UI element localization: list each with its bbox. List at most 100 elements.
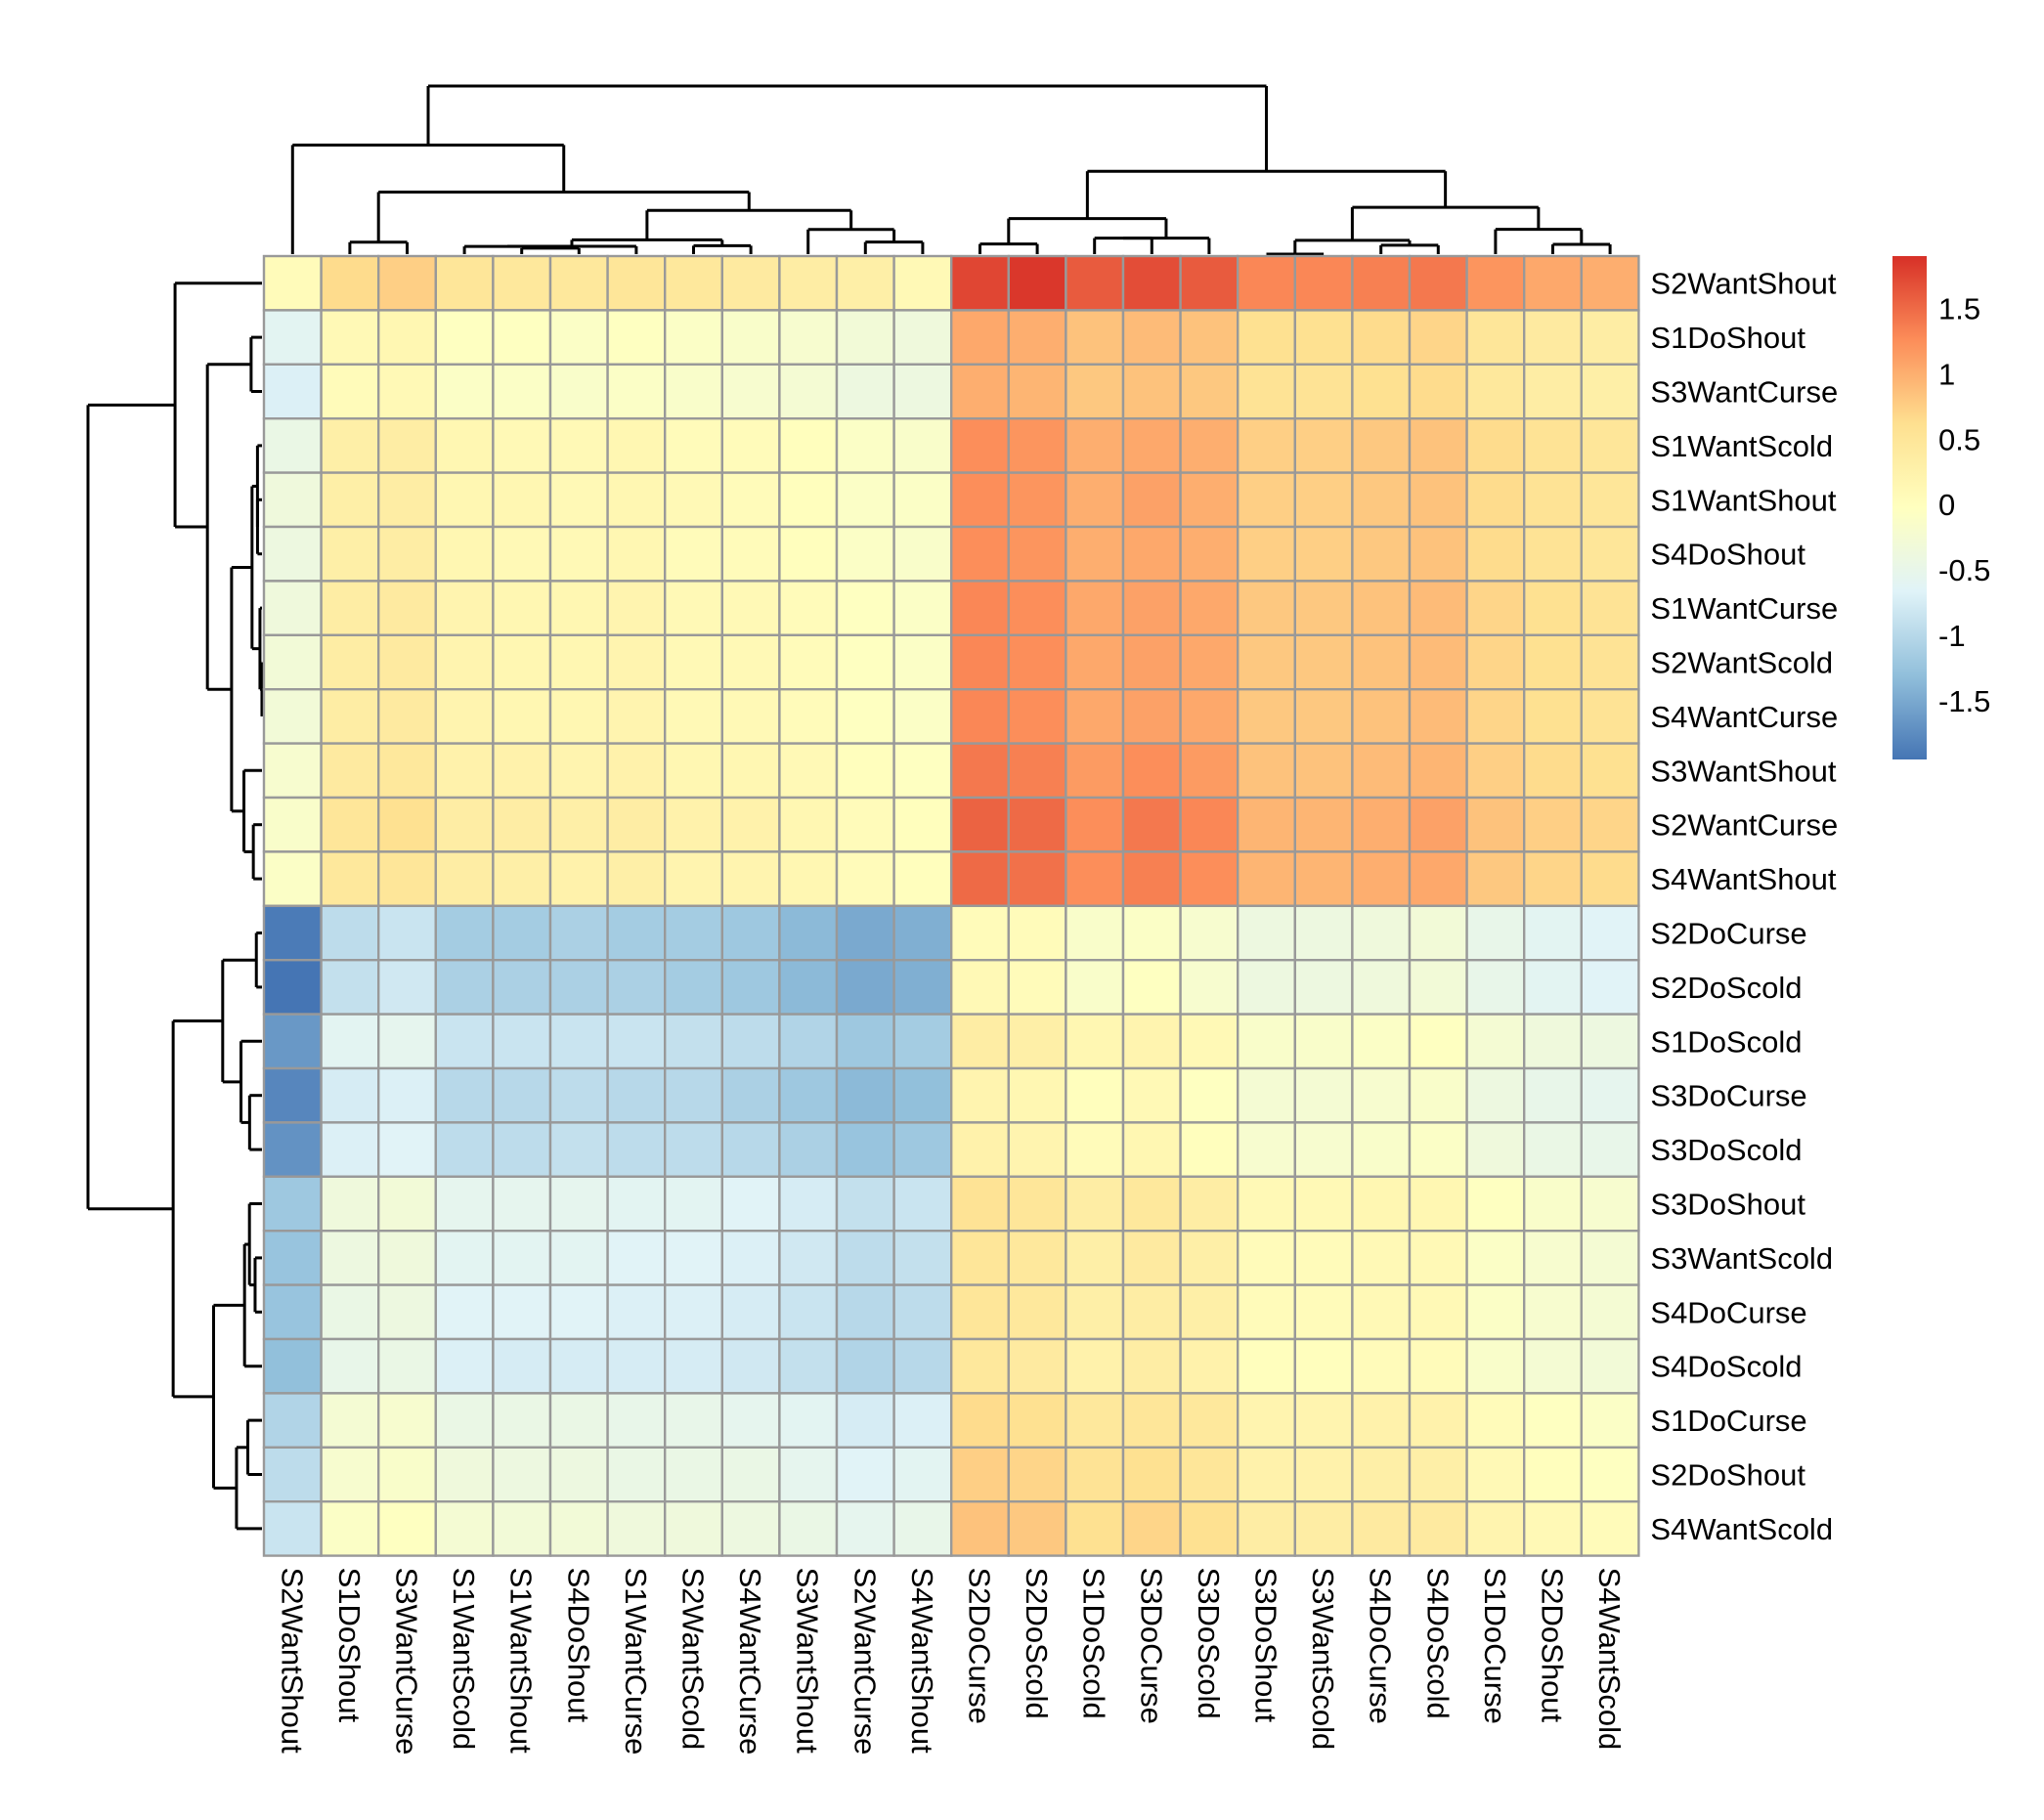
heatmap-cell [606,1121,667,1179]
heatmap-cell [1351,525,1412,583]
heatmap-cell [1465,850,1526,908]
heatmap-cell [320,309,380,366]
heatmap-cell [1065,580,1125,637]
heatmap-cell [1465,1121,1526,1179]
heatmap-cell [950,688,1011,745]
heatmap-cell [492,633,552,691]
heatmap-cell [492,1337,552,1395]
heatmap-cell [1065,1175,1125,1233]
heatmap-cell [1121,688,1182,745]
legend-ticks: 1.5 1 0.5 0 -0.5 -1 -1.5 [1938,292,1990,718]
heatmap-cell [262,1013,323,1070]
heatmap-cell [835,309,895,366]
heatmap-cell [950,309,1011,366]
heatmap-cell [835,633,895,691]
heatmap-cell [1465,1337,1526,1395]
column-label: S1DoShout [332,1568,367,1723]
heatmap-cell [320,1066,380,1124]
heatmap-cell [1121,1446,1182,1503]
heatmap-cell [835,959,895,1016]
heatmap-cell [892,959,953,1016]
heatmap-cell [262,1283,323,1341]
heatmap-cell [1179,1337,1239,1395]
heatmap-cell [1179,1446,1239,1503]
heatmap-cell [835,471,895,529]
heatmap-cell [1236,850,1296,908]
column-label: S2DoScold [1020,1568,1054,1719]
heatmap-cell [1065,742,1125,800]
heatmap-cell [892,796,953,853]
column-label: S1DoScold [1077,1568,1111,1719]
heatmap-cell [664,904,724,962]
heatmap-cell [1121,363,1182,420]
heatmap-cell [892,363,953,420]
heatmap-cell [1236,471,1296,529]
heatmap-cell [1580,1121,1640,1179]
heatmap-cell [492,850,552,908]
heatmap-cell [1007,309,1067,366]
row-labels: S2WantShout S1DoShout S3WantCurse S1WantSco… [1650,267,1838,1546]
heatmap-cell [835,1283,895,1341]
heatmap-cell [1293,633,1354,691]
heatmap-cell [1351,1446,1412,1503]
legend-tick-label: 0 [1938,488,1955,522]
heatmap-cell [320,417,380,474]
heatmap-cell [492,417,552,474]
heatmap-cell [1121,742,1182,800]
heatmap-cell [778,1013,839,1070]
heatmap-cell [606,904,667,962]
heatmap-cell [1121,1499,1182,1557]
heatmap-cell [892,633,953,691]
heatmap-cell [1293,1446,1354,1503]
heatmap-cell [1007,580,1067,637]
heatmap-cell [720,688,781,745]
heatmap-cell [1351,1013,1412,1070]
heatmap-cell [778,254,839,312]
heatmap-cell [1351,1229,1412,1286]
heatmap-cell [950,1283,1011,1341]
heatmap-cell [720,633,781,691]
heatmap-cell [492,904,552,962]
column-label: S1WantScold [447,1568,481,1751]
heatmap-cell [1293,417,1354,474]
heatmap-cell [1465,796,1526,853]
heatmap-cell [1007,1066,1067,1124]
heatmap-cell [892,417,953,474]
heatmap-cell [492,525,552,583]
heatmap-cell [1121,1283,1182,1341]
heatmap-cell [664,1121,724,1179]
heatmap-cell [434,904,495,962]
heatmap-cell [377,796,438,853]
heatmap-cell [1179,850,1239,908]
heatmap-cell [1580,1013,1640,1070]
heatmap-cell [950,1066,1011,1124]
heatmap-cell [1293,363,1354,420]
heatmap-cell [1007,471,1067,529]
heatmap-cell [720,1121,781,1179]
heatmap-cell [377,309,438,366]
heatmap-cell [492,1121,552,1179]
heatmap-cell [1580,1499,1640,1557]
heatmap-cell [377,580,438,637]
heatmap-cell [1408,254,1468,312]
heatmap-cell [1121,309,1182,366]
column-label: S2WantShout [275,1568,309,1755]
heatmap-cell [1121,1337,1182,1395]
heatmap-cell [320,1499,380,1557]
heatmap-cell [664,471,724,529]
heatmap-cell [1351,1392,1412,1450]
heatmap-cell [778,1337,839,1395]
heatmap-cell [434,580,495,637]
heatmap-cell [720,1066,781,1124]
heatmap-cell [1121,471,1182,529]
heatmap-cell [1236,1121,1296,1179]
heatmap-cell [434,1392,495,1450]
heatmap-cell [320,471,380,529]
heatmap-cell [1465,1066,1526,1124]
heatmap-cell [320,633,380,691]
heatmap-cell [1293,580,1354,637]
heatmap-cell [1580,633,1640,691]
heatmap-cell [1121,959,1182,1016]
heatmap-cell [606,254,667,312]
heatmap-cell [1293,904,1354,962]
